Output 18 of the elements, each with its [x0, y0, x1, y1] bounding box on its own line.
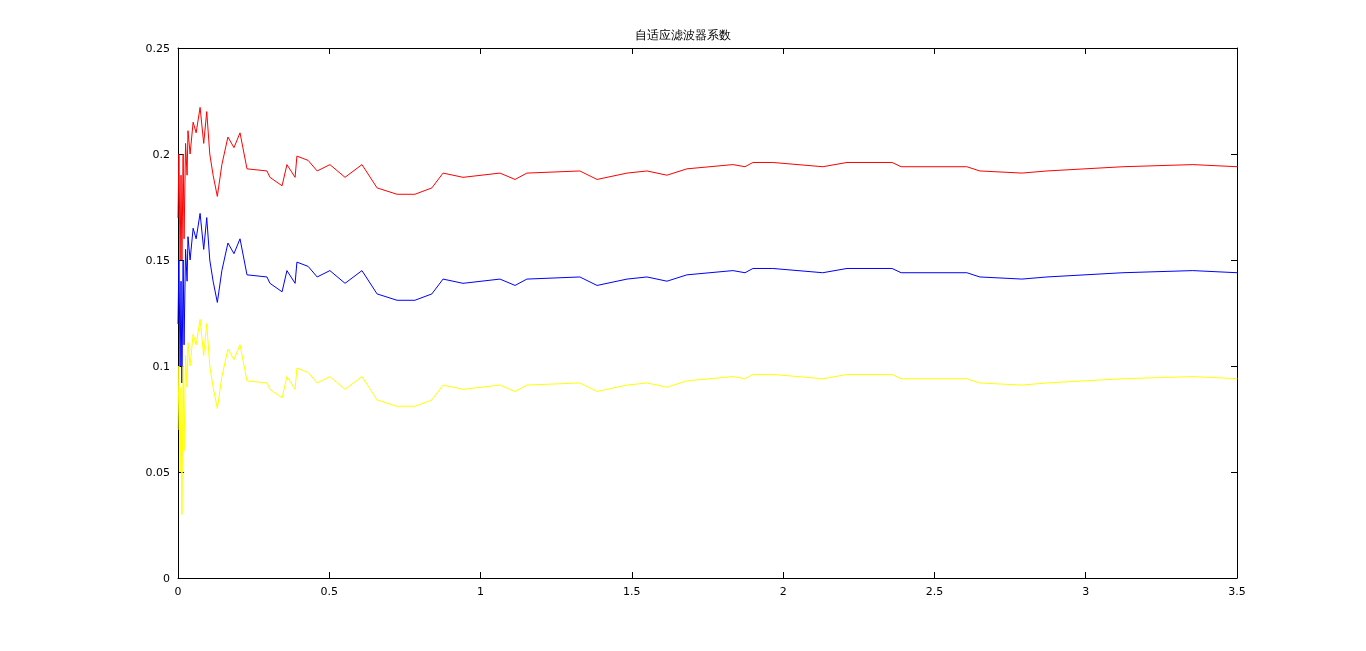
y-tick-label: 0.05	[145, 465, 170, 479]
x-tick-label: 0.5	[320, 585, 339, 598]
x-tick-label: 2.5	[925, 585, 944, 598]
x-tick-label: 1.5	[623, 585, 641, 598]
x-tick-label: 2	[779, 585, 787, 598]
y-tick-label: 0.25	[145, 41, 170, 55]
line-series	[177, 212, 1238, 384]
line-series	[177, 106, 1238, 261]
y-tick-label: 0.2	[152, 147, 170, 161]
x-tick-label: 3.5	[1228, 585, 1246, 598]
x-tick-label: 1	[477, 585, 485, 598]
x-tick-label: 3	[1082, 585, 1090, 598]
x-tick-label: 0	[174, 585, 182, 598]
y-tick-label: 0	[163, 571, 170, 585]
chart-title: 自适应滤波器系数	[635, 28, 731, 42]
y-tick-label: 0.1	[152, 359, 170, 373]
line-series	[177, 318, 1238, 515]
y-tick-label: 0.15	[145, 253, 170, 267]
